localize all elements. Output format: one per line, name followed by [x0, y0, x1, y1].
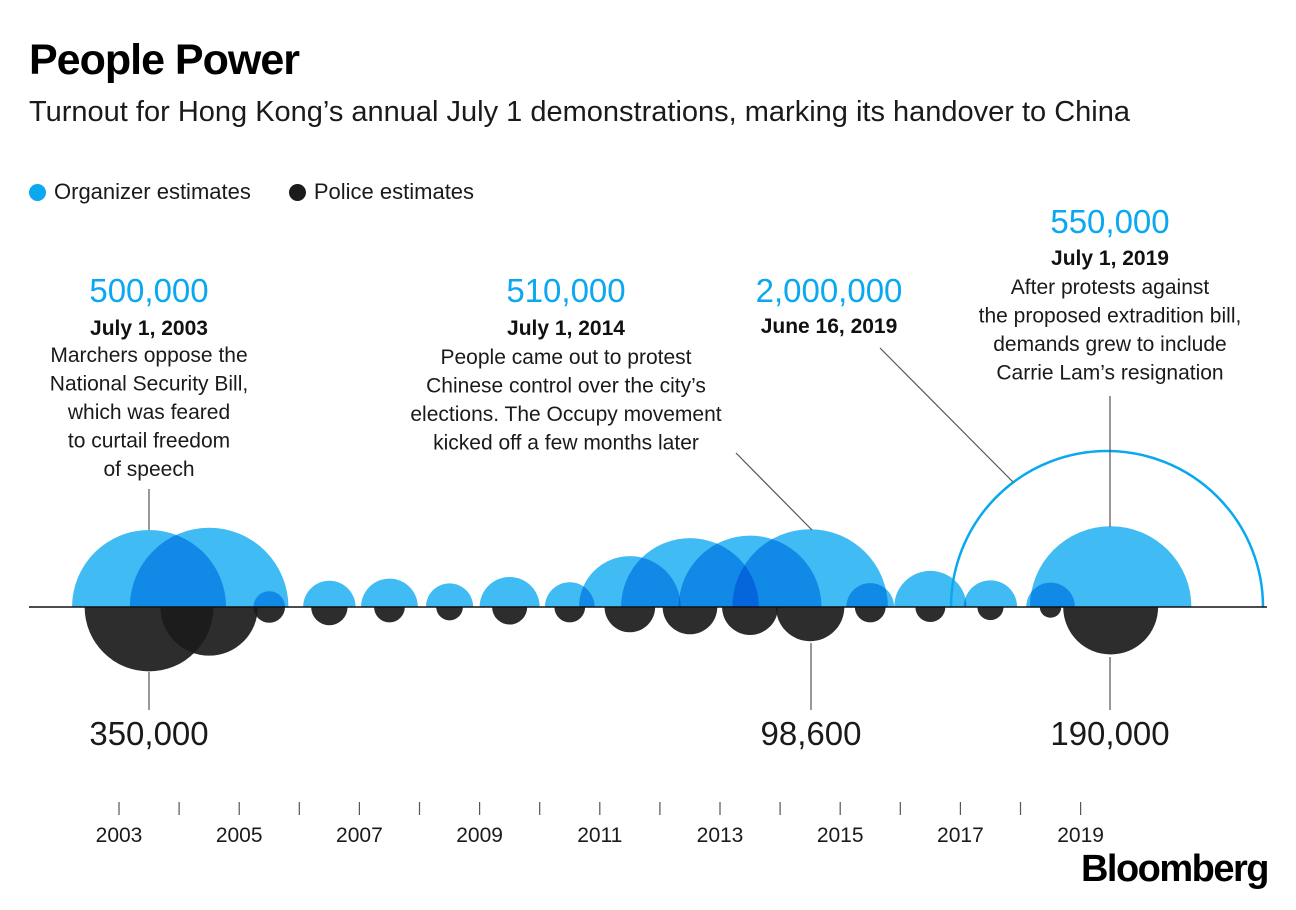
legend-swatch-police	[288, 183, 306, 201]
annotation-value-2: 2,000,000	[756, 272, 903, 309]
leader-2014-top	[735, 452, 813, 531]
police-value-label-0: 350,000	[89, 715, 208, 752]
legend-label-organizer: Organizer estimates	[54, 179, 251, 204]
x-tick-label-2019: 2019	[1057, 824, 1104, 847]
organizer-bubble-1	[129, 527, 289, 607]
legend-swatch-organizer	[29, 183, 46, 201]
police-bubble-14	[977, 607, 1004, 621]
annotation-date-2: June 16, 2019	[761, 315, 898, 338]
annotation-text-0-3: to curtail freedom	[68, 430, 230, 453]
annotation-text-0-2: which was feared	[67, 401, 230, 424]
annotation-text-3-0: After protests against	[1011, 276, 1210, 299]
x-tick-label-2017: 2017	[937, 824, 984, 847]
annotation-text-0-0: Marchers oppose the	[50, 344, 247, 367]
police-bubble-15	[1039, 607, 1062, 618]
chart-subtitle: Turnout for Hong Kong’s annual July 1 de…	[29, 96, 1131, 128]
annotation-text-0-1: National Security Bill,	[50, 373, 248, 396]
x-tick-label-2009: 2009	[456, 824, 503, 847]
x-tick-label-2015: 2015	[817, 824, 864, 847]
annotation-text-1-1: Chinese control over the city’s	[426, 375, 706, 398]
annotation-text-0-4: of speech	[103, 458, 194, 481]
annotation-text-3-2: demands grew to include	[993, 333, 1226, 356]
x-tick-label-2013: 2013	[697, 824, 744, 847]
organizer-bubble-16	[1029, 526, 1192, 607]
police-value-label-1: 98,600	[761, 715, 862, 752]
legend-item-organizer: Organizer estimates	[29, 179, 251, 205]
legend: Organizer estimates Police estimates	[29, 179, 512, 205]
annotation-value-0: 500,000	[89, 272, 208, 309]
annotation-value-1: 510,000	[506, 272, 625, 309]
organizer-bubble-2	[253, 591, 286, 607]
bloomberg-logo: Bloomberg	[1080, 848, 1270, 890]
x-tick-label-2005: 2005	[216, 824, 263, 847]
x-tick-label-2003: 2003	[96, 824, 143, 847]
police-bubble-2	[253, 607, 286, 623]
police-bubble-12	[854, 607, 886, 623]
police-bubble-11	[775, 607, 845, 642]
chart-title: People Power	[29, 36, 300, 84]
x-tick-label-2007: 2007	[336, 824, 383, 847]
annotation-date-3: July 1, 2019	[1051, 247, 1169, 270]
annotation-text-3-3: Carrie Lam’s resignation	[996, 362, 1223, 385]
police-bubble-13	[915, 607, 946, 623]
leader-2019-june	[879, 347, 1014, 483]
annotation-text-1-2: elections. The Occupy movement	[410, 403, 721, 426]
annotation-text-1-3: kicked off a few months later	[433, 432, 699, 455]
police-bubble-16	[1063, 607, 1159, 655]
organizer-bubble-5	[425, 583, 474, 607]
police-bubble-8	[604, 607, 656, 633]
organizer-bubble-13	[894, 570, 967, 607]
annotation-value-3: 550,000	[1050, 203, 1169, 240]
x-tick-label-2011: 2011	[577, 824, 622, 847]
police-bubble-7	[554, 607, 586, 623]
annotation-date-1: July 1, 2014	[507, 317, 625, 340]
police-bubble-3	[311, 607, 348, 626]
organizer-bubble-11	[732, 529, 888, 607]
annotation-date-0: July 1, 2003	[90, 317, 208, 340]
police-bubble-4	[374, 607, 405, 623]
organizer-bubble-14	[963, 580, 1018, 607]
legend-label-police: Police estimates	[313, 179, 475, 204]
police-bubble-6	[492, 607, 528, 625]
police-bubble-10	[722, 607, 779, 635]
police-bubble-9	[662, 607, 718, 635]
police-value-label-2: 190,000	[1050, 715, 1169, 752]
organizer-bubble-4	[361, 578, 418, 607]
organizer-outline-2019-june	[949, 449, 1265, 608]
police-bubble-5	[436, 607, 463, 621]
organizer-bubble-12	[846, 583, 895, 607]
police-bubble-1	[160, 607, 258, 656]
legend-item-police: Police estimates	[288, 179, 475, 205]
organizer-bubble-3	[303, 580, 356, 607]
annotation-text-1-0: People came out to protest	[441, 346, 692, 369]
annotation-text-3-1: the proposed extradition bill,	[979, 305, 1242, 328]
organizer-bubble-6	[479, 577, 540, 607]
